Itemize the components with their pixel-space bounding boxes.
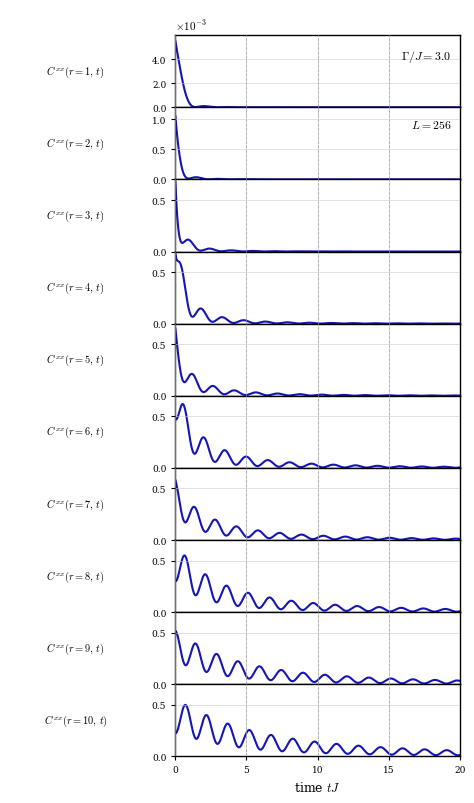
X-axis label: time $tJ$: time $tJ$ bbox=[294, 780, 341, 794]
Text: $\Gamma/J = 3.0$: $\Gamma/J = 3.0$ bbox=[401, 49, 451, 65]
Text: $C^{xx}(r = 4,\,t)$: $C^{xx}(r = 4,\,t)$ bbox=[46, 280, 105, 296]
Text: $C^{xx}(r = 2,\,t)$: $C^{xx}(r = 2,\,t)$ bbox=[46, 137, 105, 152]
Text: $C^{xx}(r = 5,\,t)$: $C^{xx}(r = 5,\,t)$ bbox=[46, 353, 105, 368]
Text: $C^{xx}(r = 6,\,t)$: $C^{xx}(r = 6,\,t)$ bbox=[46, 425, 105, 440]
Text: $C^{xx}(r = 9,\,t)$: $C^{xx}(r = 9,\,t)$ bbox=[46, 641, 105, 656]
Text: $L = 256$: $L = 256$ bbox=[411, 119, 451, 132]
Text: $C^{xx}(r = 3,\,t)$: $C^{xx}(r = 3,\,t)$ bbox=[46, 209, 105, 224]
Text: $C^{xx}(r = 8,\,t)$: $C^{xx}(r = 8,\,t)$ bbox=[46, 569, 105, 584]
Text: $C^{xx}(r = 7,\,t)$: $C^{xx}(r = 7,\,t)$ bbox=[46, 497, 105, 512]
Text: $\times 10^{-3}$: $\times 10^{-3}$ bbox=[175, 18, 207, 33]
Text: $C^{xx}(r = 10,\,t)$: $C^{xx}(r = 10,\,t)$ bbox=[44, 713, 108, 728]
Text: $C^{xx}(r = 1,\,t)$: $C^{xx}(r = 1,\,t)$ bbox=[46, 64, 105, 79]
